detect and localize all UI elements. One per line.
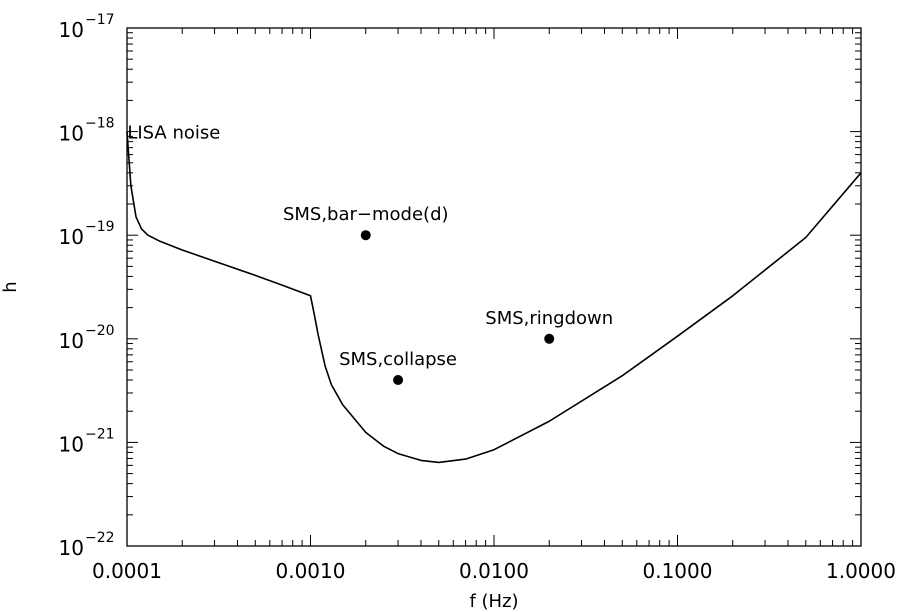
x-tick-labels: 0.0001 0.0010 0.0100 0.1000 1.0000 bbox=[92, 559, 896, 583]
y-tick-exponent: −18 bbox=[85, 116, 115, 132]
data-point-label: SMS,ringdown bbox=[485, 308, 613, 329]
plot-frame bbox=[126, 27, 862, 547]
y-tick-label: 10 bbox=[59, 432, 84, 456]
y-tick-exponent: −20 bbox=[85, 323, 115, 339]
y-tick-label: 10 bbox=[59, 329, 84, 353]
y-tick-label: 10 bbox=[59, 18, 84, 42]
y-tick-label: 10 bbox=[59, 122, 84, 146]
data-point-label: SMS,collapse bbox=[339, 349, 457, 370]
data-point bbox=[393, 375, 404, 386]
series-line-lisa-noise bbox=[126, 131, 862, 464]
marker-layer: SMS,bar−mode(d) SMS,collapse SMS,ringdown L… bbox=[127, 123, 613, 386]
x-tick-label: 0.0001 bbox=[92, 559, 162, 583]
y-tick-exponent: −17 bbox=[85, 12, 115, 28]
data-point bbox=[360, 230, 371, 241]
data-point-label: SMS,bar−mode(d) bbox=[283, 204, 449, 225]
x-tick-label: 0.1000 bbox=[643, 559, 713, 583]
data-point bbox=[544, 333, 555, 344]
axis-ticks bbox=[126, 28, 861, 547]
y-tick-exponent: −22 bbox=[85, 530, 115, 546]
y-tick-exponent: −21 bbox=[85, 426, 115, 442]
y-tick-exponent: −19 bbox=[85, 219, 115, 235]
x-tick-label: 0.0010 bbox=[276, 559, 346, 583]
y-axis-title: h bbox=[0, 281, 21, 292]
x-axis-title: f (Hz) bbox=[469, 591, 518, 612]
y-tick-label: 10 bbox=[59, 225, 84, 249]
annotation-label: LISA noise bbox=[127, 123, 220, 144]
x-tick-label: 1.0000 bbox=[826, 559, 896, 583]
x-tick-label: 0.0100 bbox=[459, 559, 529, 583]
y-tick-label: 10 bbox=[59, 536, 84, 560]
series-layer bbox=[126, 131, 862, 464]
